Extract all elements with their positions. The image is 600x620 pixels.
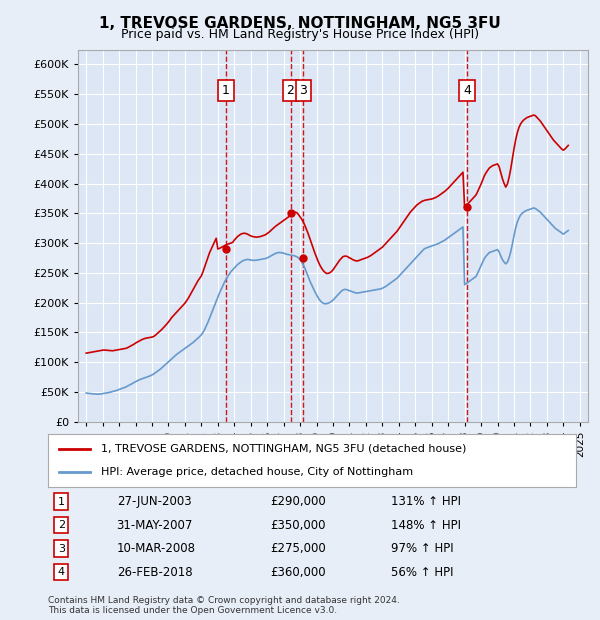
Text: Price paid vs. HM Land Registry's House Price Index (HPI): Price paid vs. HM Land Registry's House …: [121, 28, 479, 41]
Text: 1: 1: [222, 84, 230, 97]
Text: £350,000: £350,000: [270, 518, 325, 531]
Text: 4: 4: [58, 567, 65, 577]
Text: 2: 2: [58, 520, 65, 530]
Text: 1, TREVOSE GARDENS, NOTTINGHAM, NG5 3FU: 1, TREVOSE GARDENS, NOTTINGHAM, NG5 3FU: [99, 16, 501, 30]
Text: £275,000: £275,000: [270, 542, 326, 555]
Text: 3: 3: [58, 544, 65, 554]
Text: 1: 1: [58, 497, 65, 507]
Text: 1, TREVOSE GARDENS, NOTTINGHAM, NG5 3FU (detached house): 1, TREVOSE GARDENS, NOTTINGHAM, NG5 3FU …: [101, 444, 466, 454]
Text: 97% ↑ HPI: 97% ↑ HPI: [391, 542, 454, 555]
Text: 56% ↑ HPI: 56% ↑ HPI: [391, 565, 454, 578]
Text: 31-MAY-2007: 31-MAY-2007: [116, 518, 193, 531]
Text: HPI: Average price, detached house, City of Nottingham: HPI: Average price, detached house, City…: [101, 467, 413, 477]
Text: 131% ↑ HPI: 131% ↑ HPI: [391, 495, 461, 508]
Text: 148% ↑ HPI: 148% ↑ HPI: [391, 518, 461, 531]
Text: Contains HM Land Registry data © Crown copyright and database right 2024.: Contains HM Land Registry data © Crown c…: [48, 596, 400, 606]
Text: £290,000: £290,000: [270, 495, 326, 508]
Text: 10-MAR-2008: 10-MAR-2008: [116, 542, 196, 555]
Text: 4: 4: [463, 84, 471, 97]
Text: 27-JUN-2003: 27-JUN-2003: [116, 495, 191, 508]
Text: This data is licensed under the Open Government Licence v3.0.: This data is licensed under the Open Gov…: [48, 606, 337, 616]
Text: £360,000: £360,000: [270, 565, 325, 578]
Text: 3: 3: [299, 84, 307, 97]
Text: 26-FEB-2018: 26-FEB-2018: [116, 565, 192, 578]
Text: 2: 2: [287, 84, 295, 97]
